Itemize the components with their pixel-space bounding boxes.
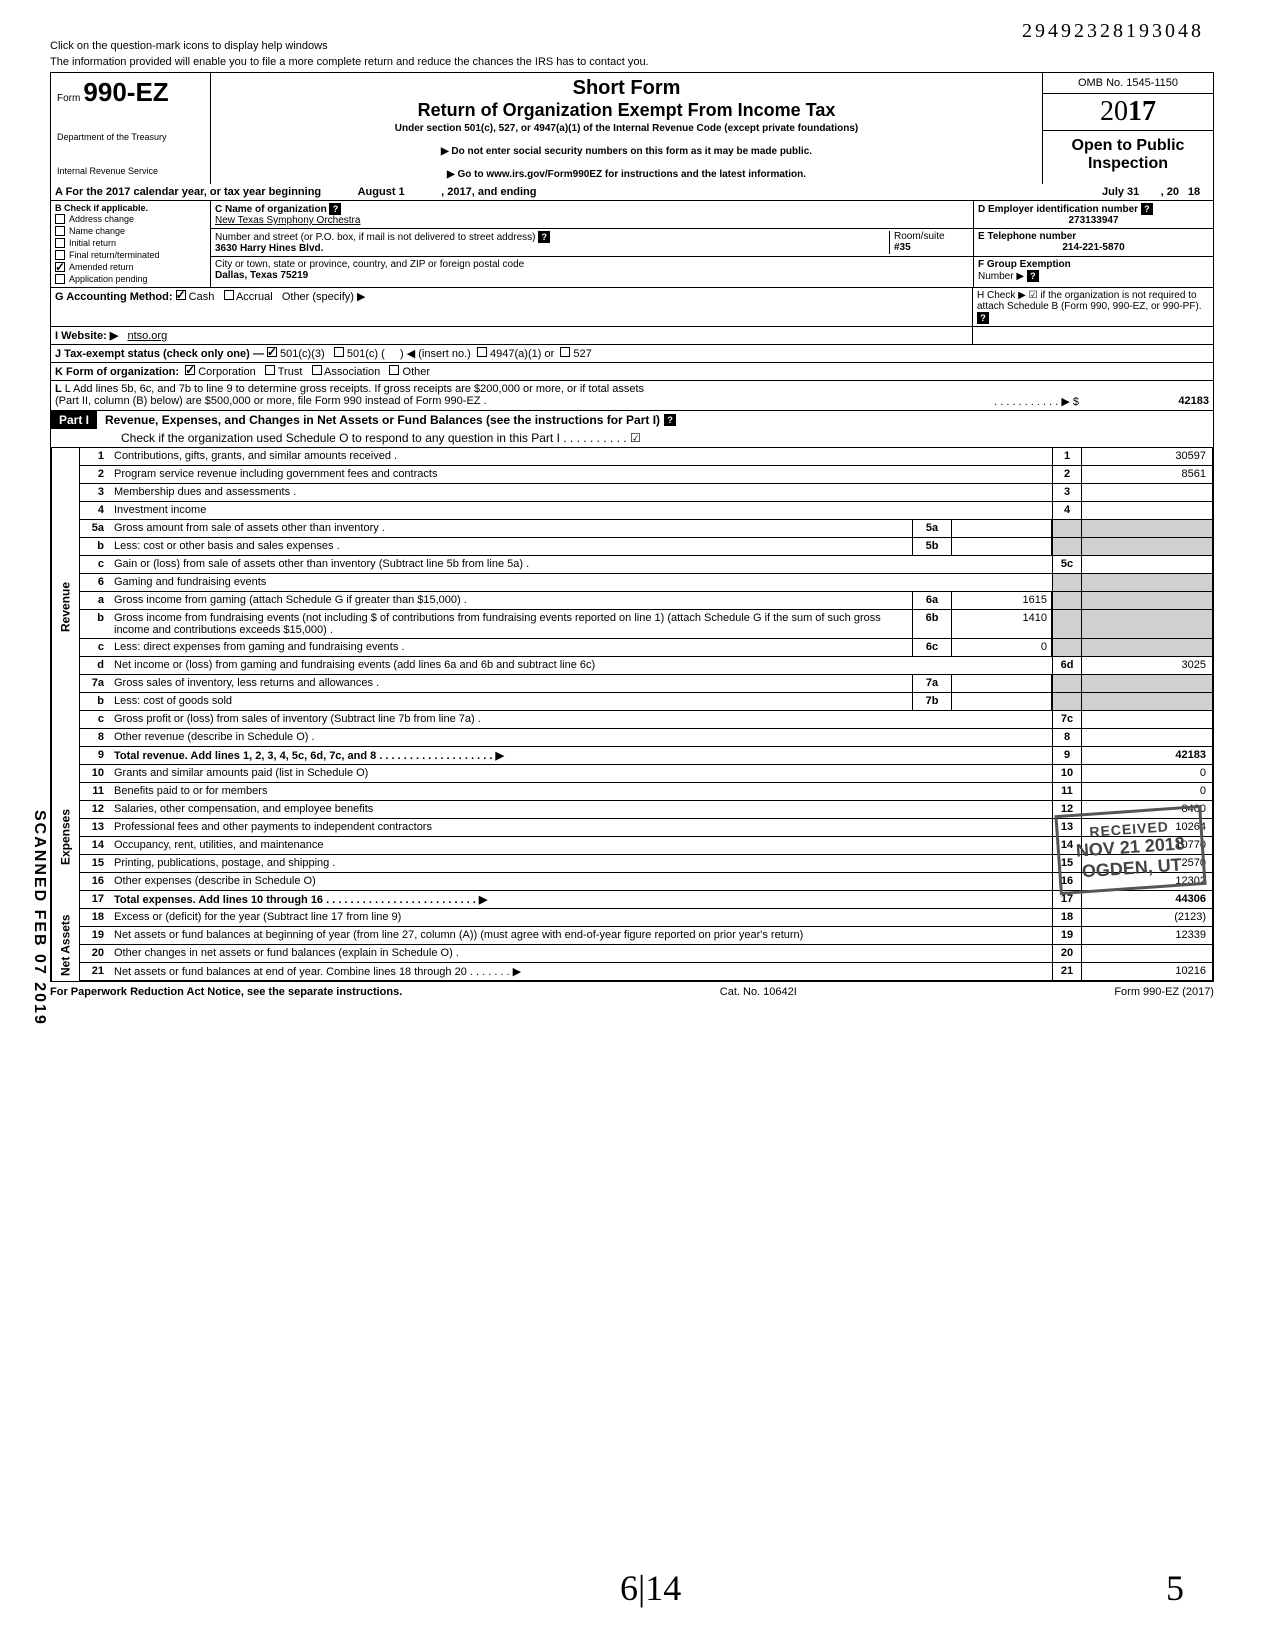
omb-number: OMB No. 1545-1150	[1043, 73, 1213, 94]
line-7a: 7aGross sales of inventory, less returns…	[79, 675, 1213, 693]
section-d: D Employer identification number ? 27313…	[974, 201, 1213, 229]
section-c-name: C Name of organization ? New Texas Symph…	[211, 201, 973, 229]
line-6b: bGross income from fundraising events (n…	[79, 610, 1213, 639]
checkbox-trust[interactable]	[265, 365, 275, 375]
line-4: 4Investment income4	[79, 502, 1213, 520]
help-icon[interactable]: ?	[1027, 270, 1039, 282]
line-16: 16Other expenses (describe in Schedule O…	[79, 873, 1213, 891]
expenses-section: Expenses 10Grants and similar amounts pa…	[50, 765, 1214, 909]
line-14: 14Occupancy, rent, utilities, and mainte…	[79, 837, 1213, 855]
line-7b: bLess: cost of goods sold7b	[79, 693, 1213, 711]
form-subtitle: Under section 501(c), 527, or 4947(a)(1)…	[217, 123, 1036, 134]
checkbox-501c[interactable]	[334, 347, 344, 357]
line-17: 17Total expenses. Add lines 10 through 1…	[79, 891, 1213, 909]
checkbox-corporation[interactable]	[185, 365, 195, 375]
open-to-public: Open to Public Inspection	[1043, 131, 1213, 178]
tax-year: 2017	[1043, 94, 1213, 131]
line-a: A For the 2017 calendar year, or tax yea…	[50, 184, 1214, 201]
section-c-city: City or town, state or province, country…	[211, 257, 973, 285]
sections-b-through-f: B Check if applicable. Address changeNam…	[50, 201, 1214, 288]
line-15: 15Printing, publications, postage, and s…	[79, 855, 1213, 873]
checkbox-final-return-terminated[interactable]: Final return/terminated	[55, 249, 206, 261]
page-footer: For Paperwork Reduction Act Notice, see …	[50, 982, 1214, 1002]
form-number: 990-EZ	[83, 77, 168, 107]
dept-treasury: Department of the Treasury	[57, 132, 204, 142]
line-10: 10Grants and similar amounts paid (list …	[79, 765, 1213, 783]
line-8: 8Other revenue (describe in Schedule O) …	[79, 729, 1213, 747]
checkbox-accrual[interactable]	[224, 290, 234, 300]
net-assets-label: Net Assets	[51, 909, 79, 981]
help-icon[interactable]: ?	[664, 414, 676, 426]
instructions-link: ▶ Go to www.irs.gov/Form990EZ for instru…	[217, 169, 1036, 180]
checkbox-amended-return[interactable]: Amended return	[55, 261, 206, 273]
handwriting-page: 5	[1166, 1567, 1184, 1609]
help-icon[interactable]: ?	[538, 231, 550, 243]
line-6a: aGross income from gaming (attach Schedu…	[79, 592, 1213, 610]
section-h: H Check ▶ ☑ if the organization is not r…	[973, 288, 1213, 326]
checkbox-initial-return[interactable]: Initial return	[55, 237, 206, 249]
handwriting-initial: 6|14	[620, 1567, 681, 1609]
line-7c: cGross profit or (loss) from sales of in…	[79, 711, 1213, 729]
line-2: 2Program service revenue including gover…	[79, 466, 1213, 484]
form-prefix: Form	[57, 93, 80, 104]
received-stamp: RECEIVED NOV 21 2018 OGDEN, UT	[1054, 805, 1206, 895]
line-k: K Form of organization: Corporation Trus…	[50, 363, 1214, 381]
line-3: 3Membership dues and assessments .3	[79, 484, 1213, 502]
line-i: I Website: ▶ ntso.org	[50, 327, 1214, 345]
checkbox-other[interactable]	[389, 365, 399, 375]
help-icon[interactable]: ?	[1141, 203, 1153, 215]
checkbox-name-change[interactable]: Name change	[55, 225, 206, 237]
checkbox-association[interactable]	[312, 365, 322, 375]
ssn-warning: ▶ Do not enter social security numbers o…	[217, 146, 1036, 157]
line-11: 11Benefits paid to or for members110	[79, 783, 1213, 801]
dept-irs: Internal Revenue Service	[57, 166, 204, 176]
line-5b: bLess: cost or other basis and sales exp…	[79, 538, 1213, 556]
line-12: 12Salaries, other compensation, and empl…	[79, 801, 1213, 819]
line-1: 1Contributions, gifts, grants, and simil…	[79, 448, 1213, 466]
line-6c: cLess: direct expenses from gaming and f…	[79, 639, 1213, 657]
expenses-label: Expenses	[51, 765, 79, 909]
line-l: L L Add lines 5b, 6c, and 7b to line 9 t…	[50, 381, 1214, 411]
section-c-street: Number and street (or P.O. box, if mail …	[211, 229, 973, 257]
line-20: 20Other changes in net assets or fund ba…	[79, 945, 1213, 963]
checkbox-4947[interactable]	[477, 347, 487, 357]
line-21: 21Net assets or fund balances at end of …	[79, 963, 1213, 981]
line-g-h: G Accounting Method: Cash Accrual Other …	[50, 288, 1214, 327]
line-5a: 5aGross amount from sale of assets other…	[79, 520, 1213, 538]
revenue-section: Revenue 1Contributions, gifts, grants, a…	[50, 448, 1214, 765]
revenue-label: Revenue	[51, 448, 79, 765]
line-5c: cGain or (loss) from sale of assets othe…	[79, 556, 1213, 574]
form-title: Return of Organization Exempt From Incom…	[217, 100, 1036, 121]
line-18: 18Excess or (deficit) for the year (Subt…	[79, 909, 1213, 927]
checkbox-address-change[interactable]: Address change	[55, 213, 206, 225]
line-9: 9Total revenue. Add lines 1, 2, 3, 4, 5c…	[79, 747, 1213, 765]
checkbox-501c3[interactable]	[267, 347, 277, 357]
line-19: 19Net assets or fund balances at beginni…	[79, 927, 1213, 945]
net-assets-section: Net Assets 18Excess or (deficit) for the…	[50, 909, 1214, 982]
dln-number: 29492328193048	[1022, 20, 1204, 43]
checkbox-cash[interactable]	[176, 290, 186, 300]
checkbox-527[interactable]	[560, 347, 570, 357]
section-e: E Telephone number 214-221-5870	[974, 229, 1213, 257]
line-6d: dNet income or (loss) from gaming and fu…	[79, 657, 1213, 675]
help-line-2: The information provided will enable you…	[50, 56, 1214, 68]
line-6: 6Gaming and fundraising events	[79, 574, 1213, 592]
short-form-label: Short Form	[217, 77, 1036, 100]
scanned-stamp: SCANNED FEB 07 2019	[30, 810, 48, 1026]
section-b: B Check if applicable. Address changeNam…	[51, 201, 211, 287]
line-13: 13Professional fees and other payments t…	[79, 819, 1213, 837]
line-j: J Tax-exempt status (check only one) — 5…	[50, 345, 1214, 363]
checkbox-application-pending[interactable]: Application pending	[55, 273, 206, 285]
part-1-header: Part I Revenue, Expenses, and Changes in…	[50, 411, 1214, 448]
section-f: F Group Exemption Number ▶ ?	[974, 257, 1213, 285]
help-icon[interactable]: ?	[329, 203, 341, 215]
form-header: Form 990-EZ Department of the Treasury I…	[50, 72, 1214, 184]
help-icon[interactable]: ?	[977, 312, 989, 324]
